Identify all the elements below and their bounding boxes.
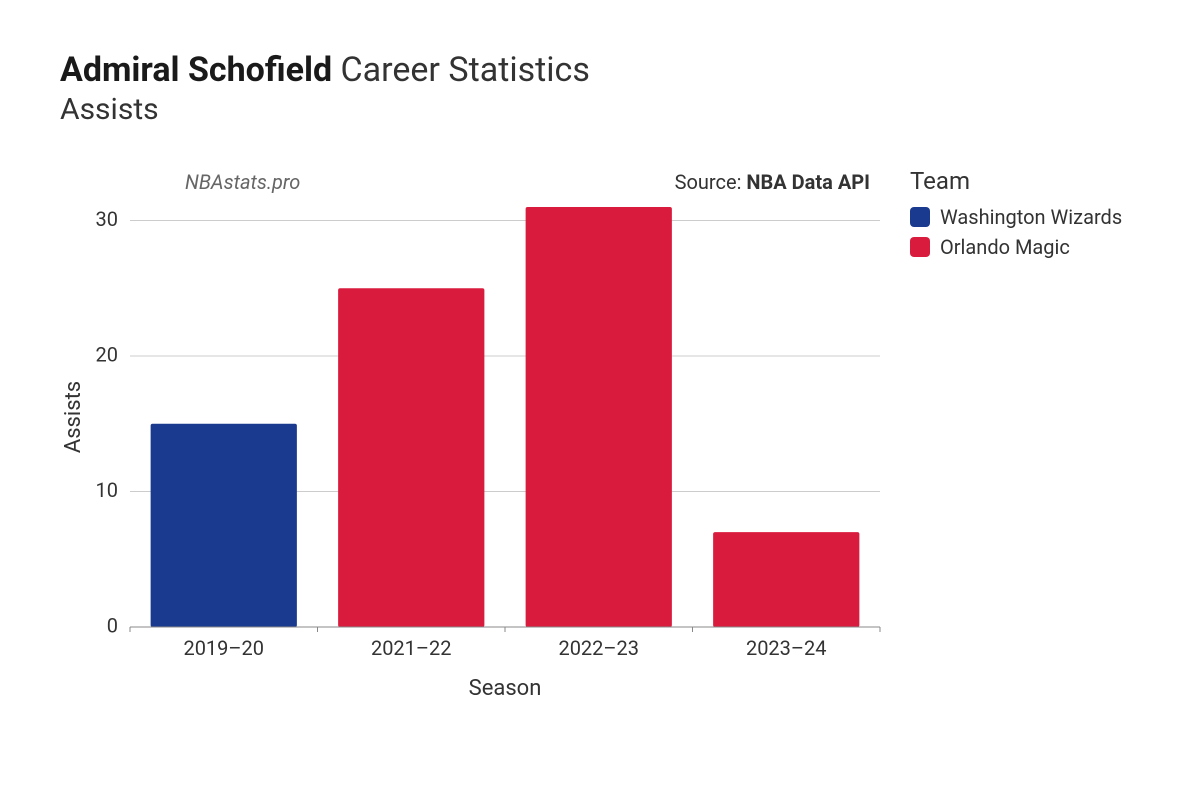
legend-label: Orlando Magic xyxy=(940,235,1070,259)
plot-area: 0 10 20 30 2019–20 2021–22 2022–23 2023–24 Seaso… xyxy=(60,157,890,717)
legend-title: Team xyxy=(910,167,1122,195)
player-name: Admiral Schofield xyxy=(60,50,332,90)
legend: Team Washington Wizards Orlando Magic xyxy=(890,157,1122,265)
legend-item: Orlando Magic xyxy=(910,235,1122,259)
x-tick-label: 2022–23 xyxy=(558,636,639,660)
plot-row: 0 10 20 30 2019–20 2021–22 2022–23 2023–24 Seaso… xyxy=(60,157,1160,717)
chart-subtitle: Assists xyxy=(60,92,1160,127)
bar xyxy=(526,207,672,627)
y-axis-label: Assists xyxy=(61,381,86,453)
legend-label: Washington Wizards xyxy=(940,205,1122,229)
legend-swatch xyxy=(910,207,930,227)
y-tick-label: 30 xyxy=(96,207,118,231)
x-tick-label: 2023–24 xyxy=(746,636,827,660)
watermark: NBAstats.pro xyxy=(185,170,300,194)
y-tick-label: 10 xyxy=(96,478,118,502)
legend-item: Washington Wizards xyxy=(910,205,1122,229)
bar xyxy=(713,532,859,627)
title-suffix: Career Statistics xyxy=(341,50,590,90)
bar-chart: 0 10 20 30 2019–20 2021–22 2022–23 2023–24 Seaso… xyxy=(60,157,890,717)
x-tick-label: 2021–22 xyxy=(371,636,452,660)
x-tick-label: 2019–20 xyxy=(183,636,264,660)
bar xyxy=(151,424,297,627)
legend-swatch xyxy=(910,237,930,257)
x-axis-label: Season xyxy=(469,676,542,701)
source-label: Source: NBA Data API xyxy=(675,170,870,194)
chart-title: Admiral Schofield Career Statistics xyxy=(60,50,1160,90)
bar xyxy=(338,288,484,627)
y-tick-label: 0 xyxy=(107,613,118,637)
chart-container: Admiral Schofield Career Statistics Assi… xyxy=(0,0,1200,800)
y-tick-label: 20 xyxy=(96,342,118,366)
